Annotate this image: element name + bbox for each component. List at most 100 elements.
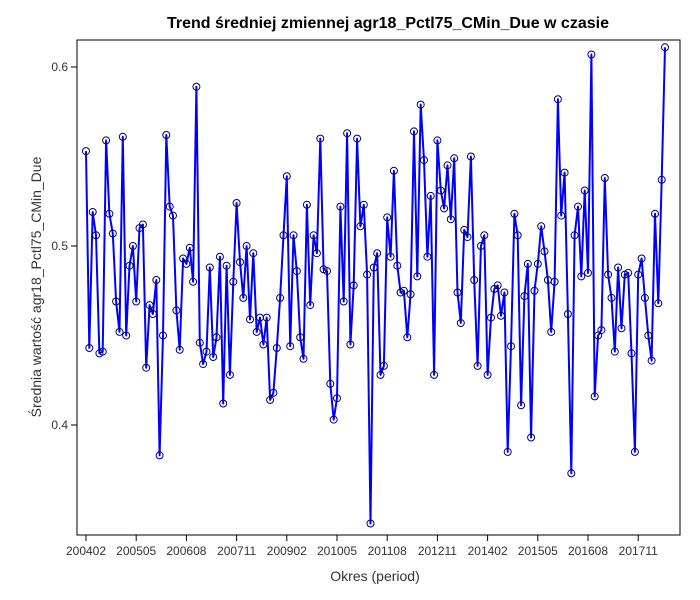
- data-point: [215, 252, 224, 261]
- data-point: [547, 327, 556, 336]
- data-point: [634, 270, 643, 279]
- data-point: [269, 388, 278, 397]
- data-point: [403, 333, 412, 342]
- data-point: [463, 233, 472, 242]
- data-point: [567, 469, 576, 478]
- data-point: [420, 156, 428, 165]
- data-point: [553, 95, 562, 104]
- data-point: [286, 342, 295, 351]
- data-point: [162, 131, 171, 139]
- data-point: [480, 231, 489, 240]
- data-point: [98, 347, 107, 356]
- data-point: [182, 259, 191, 268]
- data-point: [239, 293, 248, 302]
- data-point: [195, 338, 204, 347]
- data-point: [523, 259, 532, 268]
- data-point: [654, 299, 663, 308]
- data-point: [125, 261, 134, 270]
- data-point: [520, 292, 529, 301]
- data-point: [657, 175, 666, 184]
- y-tick-label: 0.5: [51, 239, 68, 253]
- x-tick-label: 201211: [418, 544, 457, 558]
- data-point: [346, 340, 355, 349]
- data-point: [533, 259, 542, 268]
- data-point: [456, 319, 465, 327]
- data-point: [617, 324, 626, 333]
- data-point: [148, 310, 157, 318]
- data-point: [333, 394, 341, 403]
- data-point: [199, 360, 208, 369]
- data-point: [296, 333, 305, 342]
- data-point: [105, 209, 114, 218]
- data-point: [108, 229, 117, 238]
- data-point: [159, 331, 167, 340]
- data-point: [383, 213, 392, 222]
- data-point: [112, 297, 121, 306]
- data-point: [128, 242, 137, 250]
- data-point: [510, 209, 519, 218]
- data-point: [647, 356, 656, 365]
- data-point: [661, 43, 669, 52]
- data-point: [353, 134, 362, 143]
- data-point: [339, 297, 348, 306]
- data-point: [82, 147, 90, 156]
- data-point: [627, 349, 636, 358]
- data-point: [517, 401, 526, 410]
- data-point: [205, 263, 214, 272]
- y-tick-label: 0.4: [51, 418, 68, 432]
- x-axis: 200402 200505 200608 200711 200902 201005 2011…: [66, 535, 658, 558]
- data-point: [172, 306, 181, 315]
- x-tick-label: 201005: [317, 544, 357, 558]
- data-point: [316, 134, 325, 143]
- data-point: [242, 242, 251, 250]
- data-point: [312, 249, 321, 258]
- data-point: [306, 301, 315, 310]
- data-point: [507, 342, 515, 351]
- data-point: [236, 258, 244, 267]
- data-point: [386, 252, 395, 261]
- data-point: [476, 242, 485, 250]
- data-point: [92, 231, 100, 240]
- data-point: [406, 290, 415, 299]
- data-point: [369, 263, 378, 272]
- data-point: [252, 327, 261, 336]
- data-point: [232, 199, 241, 207]
- plot-frame: [76, 39, 681, 536]
- data-point: [329, 415, 338, 424]
- data-point: [557, 211, 566, 220]
- data-point: [262, 313, 271, 322]
- data-point: [473, 361, 482, 370]
- data-point: [399, 286, 408, 295]
- data-point: [202, 347, 211, 356]
- data-point: [453, 288, 462, 297]
- data-point: [527, 433, 536, 442]
- data-point: [88, 208, 97, 216]
- data-point: [376, 370, 385, 379]
- data-point: [423, 252, 432, 261]
- data-point: [219, 399, 228, 408]
- data-point: [359, 200, 368, 209]
- data-point: [363, 270, 372, 279]
- data-point: [487, 313, 495, 322]
- data-point: [279, 231, 288, 240]
- data-point: [292, 267, 301, 276]
- data-point: [624, 268, 633, 277]
- data-point: [493, 281, 502, 290]
- data-point: [212, 333, 221, 342]
- data-point: [574, 202, 582, 211]
- data-point: [513, 231, 522, 240]
- data-point: [155, 451, 164, 460]
- data-point: [145, 301, 154, 310]
- data-point: [132, 297, 141, 306]
- data-point: [356, 222, 365, 231]
- data-point: [604, 270, 613, 279]
- data-point: [436, 186, 445, 195]
- data-point: [570, 231, 579, 240]
- data-point: [302, 200, 311, 209]
- data-point: [276, 293, 285, 302]
- x-tick-label: 200505: [116, 544, 156, 558]
- x-axis-label: Okres (period): [330, 568, 419, 584]
- data-point: [610, 347, 619, 356]
- data-point: [413, 272, 422, 281]
